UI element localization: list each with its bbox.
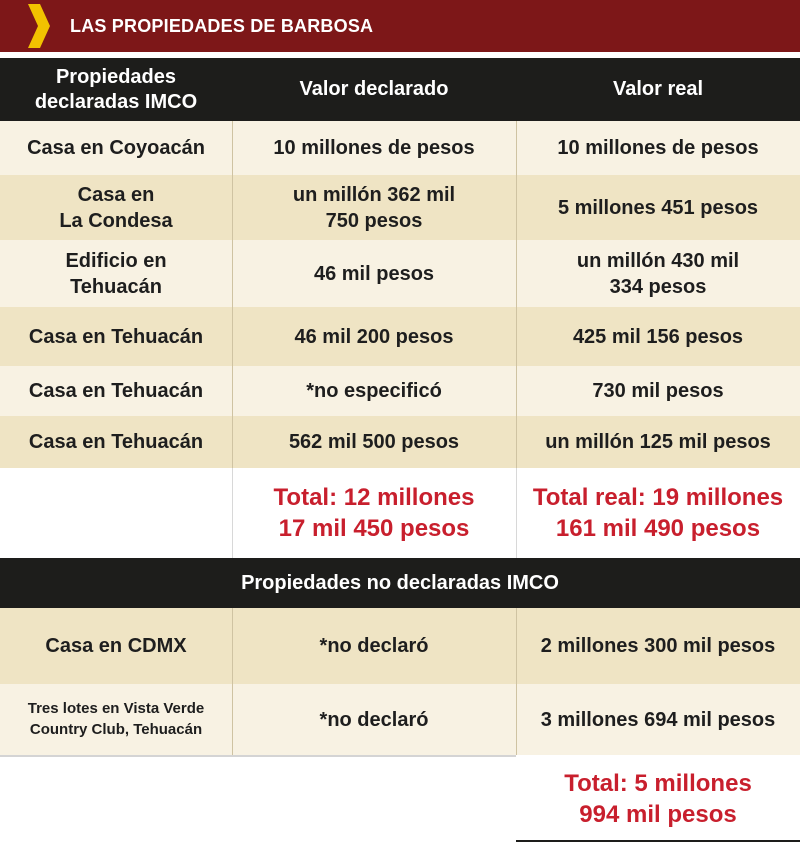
declared-value-cell: un millón 362 mil 750 pesos	[292, 183, 456, 232]
banner-title: LAS PROPIEDADES DE BARBOSA	[70, 16, 374, 36]
declared-value-cell: 10 millones de pesos	[273, 137, 475, 159]
real-value-cell: 5 millones 451 pesos	[557, 196, 759, 219]
real-value-cell: un millón 125 mil pesos	[545, 431, 771, 453]
real-value-cell: 10 millones de pesos	[557, 137, 759, 159]
real-total: Total real: 19 millones 161 mil 490 peso…	[532, 483, 784, 542]
property-cell: Casa en Tehuacán	[28, 325, 204, 348]
header-declared-value: Valor declarado	[299, 78, 449, 100]
property-cell: Casa en CDMX	[45, 635, 187, 657]
declared-value-cell: 46 mil 200 pesos	[294, 325, 454, 348]
table-row: Edificio en Tehuacán 46 mil pesos un mil…	[0, 240, 800, 307]
real-value-cell: 730 mil pesos	[592, 380, 724, 402]
chevron-icon	[28, 4, 50, 48]
declared-value-cell: *no especificó	[306, 380, 442, 402]
header-properties: Propiedades declaradas IMCO	[34, 65, 198, 113]
table-row: Casa en Coyoacán 10 millones de pesos 10…	[0, 121, 800, 175]
divider	[516, 840, 800, 842]
declared-value-cell: *no declaró	[319, 708, 429, 731]
table-row: Casa en Tehuacán 46 mil 200 pesos 425 mi…	[0, 307, 800, 366]
table-row: Tres lotes en Vista Verde Country Club, …	[0, 684, 800, 755]
real-value-cell: un millón 430 mil 334 pesos	[576, 249, 740, 298]
divider	[0, 755, 516, 757]
property-cell: Edificio en Tehuacán	[65, 249, 167, 298]
title-banner: LAS PROPIEDADES DE BARBOSA	[0, 0, 800, 52]
property-cell: Casa en Tehuacán	[28, 431, 204, 453]
declared-value-cell: 46 mil pesos	[313, 262, 435, 285]
property-cell: Casa en Tehuacán	[28, 380, 204, 402]
real-value-cell: 3 millones 694 mil pesos	[540, 708, 776, 731]
table-header: Propiedades declaradas IMCO Valor declar…	[0, 58, 800, 121]
table-row: Casa en CDMX *no declaró 2 millones 300 …	[0, 608, 800, 684]
table-row: Casa en Tehuacán 562 mil 500 pesos un mi…	[0, 416, 800, 468]
header-real-value: Valor real	[612, 78, 704, 100]
property-cell: Tres lotes en Vista Verde Country Club, …	[27, 700, 205, 738]
declared-total: Total: 12 millones 17 mil 450 pesos	[273, 483, 475, 542]
table-row: Casa en Tehuacán *no especificó 730 mil …	[0, 366, 800, 416]
property-cell: Casa en La Condesa	[59, 183, 173, 232]
table-row: Casa en La Condesa un millón 362 mil 750…	[0, 175, 800, 240]
property-cell: Casa en Coyoacán	[27, 137, 205, 159]
declared-value-cell: 562 mil 500 pesos	[288, 431, 460, 453]
section-undeclared-title: Propiedades no declaradas IMCO	[0, 558, 800, 608]
declared-value-cell: *no declaró	[319, 635, 429, 657]
real-value-cell: 2 millones 300 mil pesos	[540, 635, 776, 657]
real-value-cell: 425 mil 156 pesos	[572, 325, 744, 348]
undeclared-total: Total: 5 millones 994 mil pesos	[564, 769, 752, 828]
